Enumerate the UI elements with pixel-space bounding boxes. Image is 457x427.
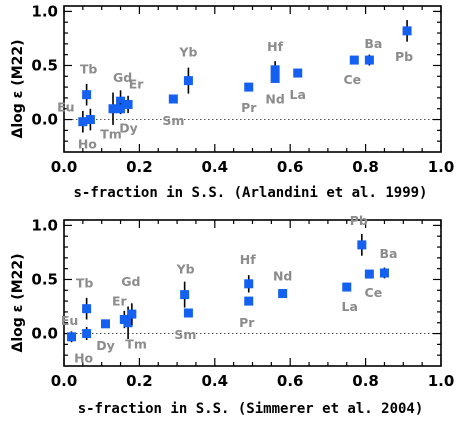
point-label-sm: Sm bbox=[162, 113, 184, 128]
x-tick-label: 0.2 bbox=[126, 372, 153, 390]
y-tick-label: 0.0 bbox=[31, 111, 58, 129]
data-point-yb bbox=[183, 76, 193, 86]
point-label-nd: Nd bbox=[265, 91, 284, 106]
y-axis-label: Δlog ε (M22) bbox=[10, 253, 26, 352]
point-label-eu: Eu bbox=[57, 100, 74, 115]
point-label-tm: Tm bbox=[125, 337, 147, 352]
data-point-tb bbox=[82, 90, 92, 100]
x-tick-label: 0.8 bbox=[352, 372, 379, 390]
x-tick-label: 0.4 bbox=[202, 158, 229, 176]
data-point-hf bbox=[270, 65, 280, 75]
point-label-ce: Ce bbox=[343, 72, 361, 87]
point-label-hf: Hf bbox=[267, 39, 283, 54]
point-label-er: Er bbox=[112, 293, 128, 308]
point-label-nd: Nd bbox=[273, 269, 292, 284]
data-point-pr bbox=[244, 82, 254, 92]
data-point-ce bbox=[364, 269, 374, 279]
point-label-ce: Ce bbox=[365, 285, 383, 300]
point-label-eu: Eu bbox=[61, 313, 78, 328]
point-label-pb: Pb bbox=[395, 49, 413, 64]
data-point-dy bbox=[116, 104, 126, 114]
data-point-tm bbox=[108, 104, 118, 114]
data-point-ho bbox=[85, 115, 95, 125]
point-label-yb: Yb bbox=[178, 45, 197, 60]
x-tick-label: 0.6 bbox=[277, 372, 304, 390]
top-panel: 0.0 0.2 0.4 0.6 0.8 1.00.00.51.0s-fraction in… bbox=[10, 2, 454, 201]
point-label-ba: Ba bbox=[364, 36, 382, 51]
point-label-dy: Dy bbox=[96, 338, 115, 353]
data-point-sm bbox=[183, 308, 193, 318]
x-tick-label: 0.6 bbox=[277, 158, 304, 176]
data-point-nd bbox=[278, 289, 288, 299]
point-label-ho: Ho bbox=[78, 137, 97, 152]
y-tick-label: 0.5 bbox=[31, 56, 58, 74]
y-tick-label: 1.0 bbox=[31, 216, 58, 234]
point-label-la: La bbox=[290, 87, 306, 102]
data-point-la bbox=[293, 68, 303, 78]
y-tick-label: 0.5 bbox=[31, 270, 58, 288]
x-tick-label: 0.0 bbox=[51, 158, 78, 176]
data-point-gd bbox=[116, 96, 126, 106]
point-label-tm: Tm bbox=[100, 127, 122, 142]
x-tick-label: 0.0 bbox=[51, 372, 78, 390]
data-point-ba bbox=[364, 55, 374, 65]
data-point-tm bbox=[123, 318, 133, 328]
data-point-yb bbox=[180, 290, 190, 300]
data-point-pr bbox=[244, 296, 254, 306]
point-label-tb: Tb bbox=[80, 62, 98, 77]
point-label-dy: Dy bbox=[119, 121, 138, 136]
point-label-er: Er bbox=[129, 76, 145, 91]
bottom-panel: 0.0 0.2 0.4 0.6 0.8 1.00.00.51.0s-fraction in… bbox=[10, 213, 454, 417]
data-point-pb bbox=[357, 240, 367, 250]
x-tick-label: 1.0 bbox=[428, 372, 455, 390]
point-label-pb: Pb bbox=[350, 213, 368, 228]
x-tick-label: 0.2 bbox=[126, 158, 153, 176]
y-axis-label: Δlog ε (M22) bbox=[10, 39, 26, 138]
point-label-yb: Yb bbox=[176, 262, 195, 277]
data-point-hf bbox=[244, 279, 254, 289]
data-point-ce bbox=[349, 55, 359, 65]
point-label-ba: Ba bbox=[379, 246, 397, 261]
data-point-ho bbox=[82, 329, 92, 339]
y-tick-label: 1.0 bbox=[31, 2, 58, 20]
data-point-nd bbox=[270, 73, 280, 83]
data-point-er bbox=[123, 99, 133, 109]
data-point-eu bbox=[67, 332, 77, 342]
x-axis-label: s-fraction in S.S. (Simmerer et al. 2004… bbox=[78, 401, 424, 417]
data-point-pb bbox=[402, 26, 412, 36]
data-point-dy bbox=[100, 319, 110, 329]
point-label-ho: Ho bbox=[74, 351, 93, 366]
y-tick-label: 0.0 bbox=[31, 325, 58, 343]
x-tick-label: 1.0 bbox=[428, 158, 455, 176]
point-label-pr: Pr bbox=[239, 315, 255, 330]
data-point-eu bbox=[78, 117, 88, 127]
data-point-tb bbox=[82, 304, 92, 314]
point-label-pr: Pr bbox=[241, 100, 257, 115]
point-label-gd: Gd bbox=[121, 274, 140, 289]
point-label-hf: Hf bbox=[240, 252, 256, 267]
x-tick-label: 0.4 bbox=[202, 372, 229, 390]
point-label-gd: Gd bbox=[113, 70, 132, 85]
data-point-sm bbox=[168, 94, 178, 104]
data-point-gd bbox=[127, 309, 137, 319]
data-point-ba bbox=[379, 268, 389, 278]
point-label-la: La bbox=[342, 299, 358, 314]
data-point-la bbox=[342, 282, 352, 292]
point-label-tb: Tb bbox=[76, 276, 94, 291]
point-label-sm: Sm bbox=[174, 327, 196, 342]
x-axis-label: s-fraction in S.S. (Arlandini et al. 199… bbox=[73, 185, 427, 201]
x-tick-label: 0.8 bbox=[352, 158, 379, 176]
